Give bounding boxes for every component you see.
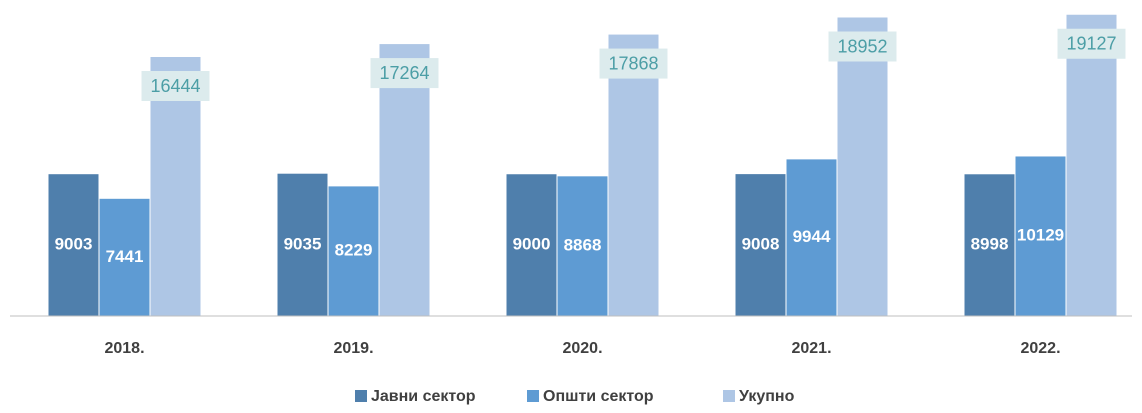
value-label: 10129 (1017, 226, 1064, 245)
value-label: 8868 (564, 236, 602, 255)
value-label: 9000 (513, 235, 551, 254)
value-label-box (828, 31, 897, 62)
value-label: 19127 (1066, 33, 1116, 53)
value-label: 8229 (335, 241, 373, 260)
value-label: 17868 (608, 53, 658, 73)
value-label: 8998 (971, 235, 1009, 254)
value-label: 17264 (379, 63, 429, 83)
x-tick-label: 2019. (333, 340, 373, 357)
legend-label: Укупно (739, 388, 795, 405)
value-label: 7441 (106, 247, 144, 266)
value-label: 9008 (742, 235, 780, 254)
bar (786, 159, 837, 316)
x-tick-label: 2020. (562, 340, 602, 357)
bar (1066, 14, 1117, 316)
value-label-box (141, 71, 210, 102)
value-label-box (370, 58, 439, 89)
legend-label: Јавни сектор (371, 388, 476, 405)
legend-swatch (527, 390, 539, 402)
legend-swatch (355, 390, 367, 402)
bar (328, 186, 379, 316)
bar (277, 173, 328, 316)
value-label: 9003 (55, 235, 93, 254)
value-label: 9944 (793, 227, 831, 246)
bar (379, 44, 430, 316)
value-label-box (599, 48, 668, 79)
bar (1015, 156, 1066, 316)
legend-swatch (723, 390, 735, 402)
value-label: 18952 (837, 36, 887, 56)
bar (964, 174, 1015, 316)
x-tick-label: 2022. (1020, 340, 1060, 357)
value-label-box (1057, 28, 1126, 59)
bar (837, 17, 888, 316)
bar (48, 174, 99, 316)
bar (506, 174, 557, 316)
bar (99, 198, 150, 316)
value-label: 16444 (150, 76, 200, 96)
x-tick-label: 2018. (104, 340, 144, 357)
bar (735, 174, 786, 316)
x-tick-label: 2021. (791, 340, 831, 357)
value-label: 9035 (284, 234, 322, 253)
legend-label: Општи сектор (543, 388, 654, 405)
bar (608, 34, 659, 316)
bar (557, 176, 608, 316)
